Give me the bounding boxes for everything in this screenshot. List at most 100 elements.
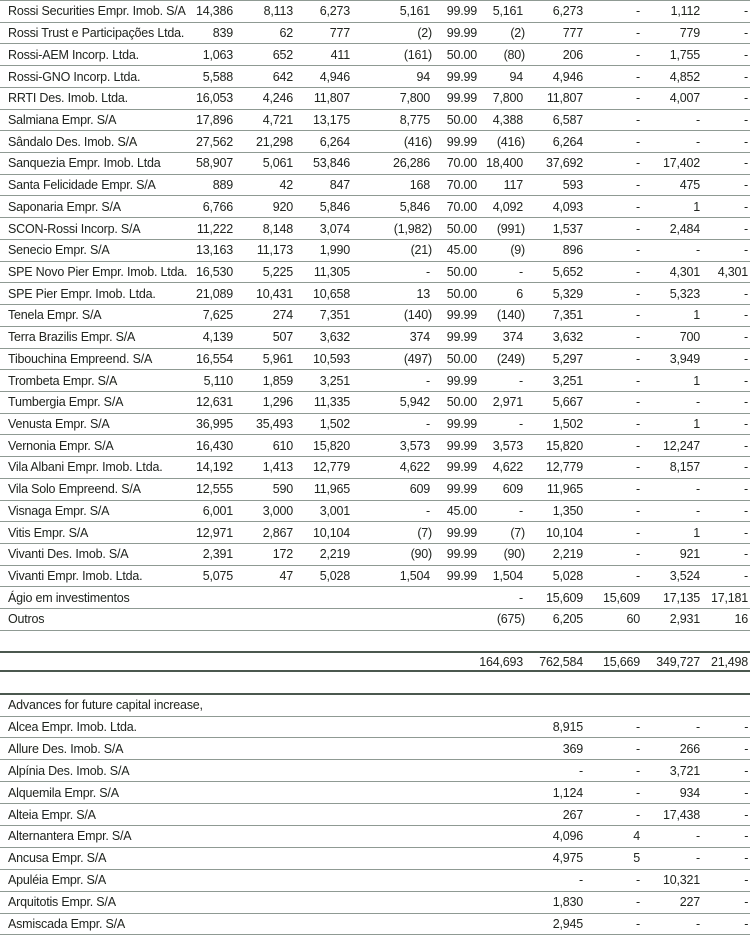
value-cell: 2,219	[319, 547, 350, 562]
value-cell: 50.00	[446, 395, 477, 410]
company-name-cell: Rossi Securities Empr. Imob. S/A	[8, 4, 186, 19]
company-name-cell: Rossi Trust e Participações Ltda.	[8, 26, 185, 41]
value-cell: 2,867	[262, 525, 293, 540]
value-cell: -	[696, 851, 700, 866]
value-cell: -	[744, 178, 748, 193]
value-cell: 11,305	[313, 264, 350, 279]
table-row: RRTI Des. Imob. Ltda. 16,053 4,246 11,807 7,…	[0, 87, 750, 110]
value-cell: 99.99	[446, 4, 477, 19]
value-cell	[479, 716, 525, 738]
company-name-cell: Vila Solo Empreend. S/A	[8, 482, 141, 497]
value-cell: -	[696, 112, 700, 127]
company-name-cell: Alternantera Empr. S/A	[8, 829, 132, 844]
company-name-cell: Vila Albani Empr. Imob. Ltda.	[8, 460, 163, 475]
value-cell: (80)	[503, 47, 525, 62]
value-cell: 94	[509, 69, 523, 84]
advances-for-capital-increase-table: Advances for future capital increase, Al…	[0, 693, 750, 935]
value-cell: 8,157	[669, 460, 700, 475]
value-cell	[352, 716, 432, 738]
company-name-cell: Terra Brazilis Empr. S/A	[8, 330, 136, 345]
value-cell: -	[744, 763, 749, 778]
value-cell: 206	[562, 47, 583, 62]
value-cell: 50.00	[446, 221, 477, 236]
value-cell: 266	[679, 741, 700, 756]
value-cell: 1,755	[669, 47, 700, 62]
value-cell: 99.99	[446, 134, 477, 149]
value-cell	[235, 804, 295, 826]
value-cell	[352, 587, 432, 609]
value-cell: 99.99	[446, 373, 477, 388]
value-cell: -	[519, 373, 523, 388]
value-cell: 7,351	[552, 308, 583, 323]
value-cell: (7)	[510, 525, 525, 540]
value-cell: 21,498	[710, 654, 748, 669]
value-cell: 14,386	[195, 4, 233, 19]
value-cell	[235, 652, 295, 671]
value-cell: 12,779	[312, 460, 350, 475]
value-cell: -	[744, 503, 748, 518]
value-cell: -	[744, 26, 748, 41]
value-cell: 642	[272, 69, 293, 84]
company-name-cell: Senecio Empr. S/A	[8, 243, 110, 258]
value-cell: 8,915	[552, 719, 583, 734]
table-row: SPE Pier Empr. Imob. Ltda. 21,089 10,431 10…	[0, 283, 750, 305]
value-cell: -	[519, 417, 523, 432]
value-cell	[479, 825, 525, 847]
value-cell: -	[744, 569, 748, 584]
advances-section-header-row: Advances for future capital increase,	[0, 694, 750, 716]
value-cell: -	[744, 895, 749, 910]
value-cell: -	[636, 916, 640, 931]
value-cell: -	[426, 264, 430, 279]
value-cell: 1,504	[399, 569, 430, 584]
value-cell: 1,124	[552, 785, 583, 800]
table-row: 164,693 762,584 15,669 349,727 21,498	[0, 652, 750, 671]
value-cell: -	[744, 351, 748, 366]
value-cell: 5,110	[203, 373, 234, 388]
table-row: Alquemila Empr. S/A 1,124 - 934 -	[0, 782, 750, 804]
value-cell: 6,264	[552, 134, 583, 149]
company-name-cell: Sanquezia Empr. Imob. Ltda	[8, 156, 161, 171]
value-cell: 4,301	[717, 264, 748, 279]
value-cell: 1,112	[670, 4, 701, 19]
value-cell: 2,931	[669, 612, 700, 627]
value-cell	[235, 609, 295, 631]
value-cell: (675)	[496, 612, 525, 627]
value-cell: -	[519, 264, 523, 279]
value-cell: 172	[272, 547, 293, 562]
value-cell: 3,524	[669, 569, 700, 584]
company-name-cell: SPE Pier Empr. Imob. Ltda.	[8, 286, 156, 301]
value-cell: 60	[626, 612, 640, 627]
value-cell: -	[744, 134, 748, 149]
value-cell: 593	[562, 178, 583, 193]
value-cell	[479, 869, 525, 891]
value-cell: -	[744, 91, 748, 106]
table-row: Venusta Empr. S/A 36,995 35,493 1,502 - 99.99…	[0, 413, 750, 435]
value-cell: 1	[693, 417, 700, 432]
value-cell	[432, 869, 479, 891]
value-cell: 37,692	[545, 156, 583, 171]
value-cell	[352, 891, 432, 913]
value-cell: -	[744, 69, 748, 84]
value-cell: 4,139	[202, 330, 233, 345]
value-cell: 117	[503, 178, 524, 193]
value-cell: -	[519, 503, 523, 518]
value-cell: 4,975	[552, 851, 583, 866]
value-cell: 1,413	[262, 460, 293, 475]
value-cell: 590	[272, 482, 293, 497]
advances-section-title: Advances for future capital increase,	[8, 698, 203, 713]
value-cell: 10,104	[312, 525, 350, 540]
value-cell	[295, 609, 352, 631]
value-cell: 13,175	[312, 112, 350, 127]
value-cell: 1,537	[552, 221, 583, 236]
value-cell	[432, 738, 479, 760]
value-cell	[432, 587, 479, 609]
value-cell: -	[636, 91, 640, 106]
value-cell	[295, 587, 352, 609]
value-cell: -	[696, 503, 700, 518]
value-cell: 6,273	[552, 4, 583, 19]
value-cell: (2)	[510, 26, 525, 41]
value-cell: 11,222	[196, 221, 233, 236]
value-cell: 70.00	[446, 199, 477, 214]
value-cell: 5,846	[319, 199, 350, 214]
company-name-cell: Allure Des. Imob. S/A	[8, 741, 124, 756]
